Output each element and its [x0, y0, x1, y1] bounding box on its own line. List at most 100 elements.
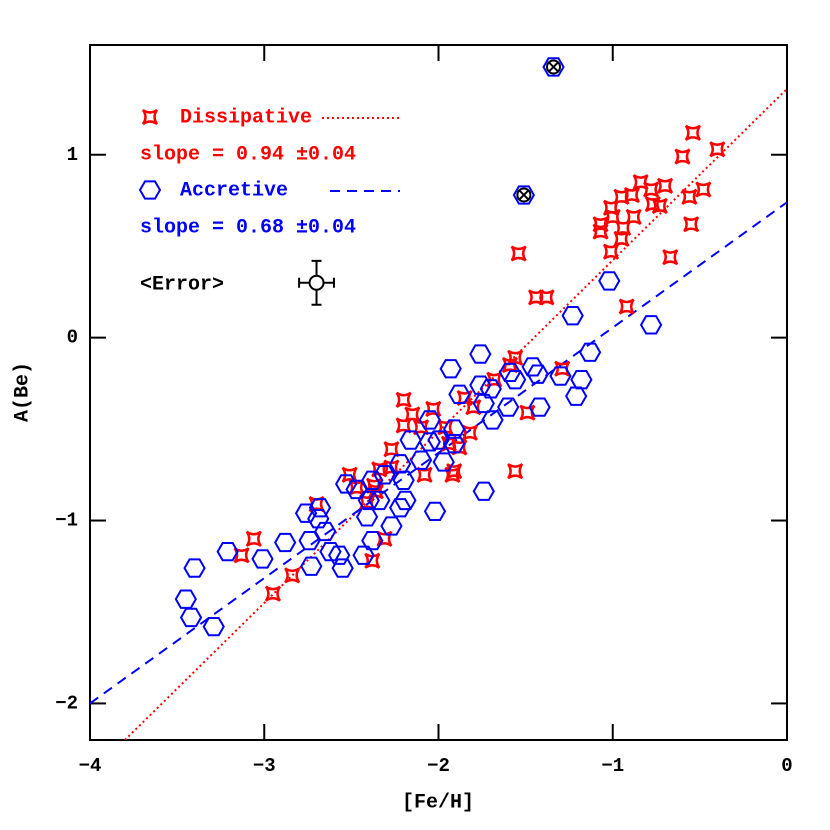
- hexagon-marker: [314, 521, 337, 542]
- star-marker: [245, 530, 262, 547]
- star-marker: [684, 124, 701, 141]
- hexagon-marker: [561, 306, 584, 326]
- error-point: [308, 274, 325, 291]
- star-marker: [233, 547, 250, 564]
- hexagon-marker: [174, 589, 197, 609]
- star-marker: [538, 289, 555, 306]
- hexagon-marker: [423, 501, 447, 522]
- hexagon-marker: [498, 362, 522, 383]
- highlight-cross: [547, 61, 560, 73]
- hexagon-marker: [469, 344, 492, 364]
- star-marker: [656, 177, 674, 194]
- star-marker: [528, 289, 545, 306]
- star-marker: [507, 463, 524, 480]
- hexagon-marker: [448, 384, 471, 404]
- hexagon-marker: [512, 185, 536, 205]
- hexagon-marker: [521, 357, 544, 377]
- star-marker: [461, 424, 478, 441]
- star-marker: [613, 188, 630, 205]
- hexagon-marker: [334, 474, 358, 494]
- y-tick-label: −2: [55, 692, 78, 714]
- hexagon-marker: [526, 364, 549, 384]
- hexagon-marker: [481, 410, 504, 430]
- hexagon-marker: [202, 616, 225, 637]
- star-marker: [413, 419, 430, 436]
- star-marker: [395, 417, 412, 434]
- y-tick-label: 0: [67, 327, 78, 349]
- hexagon-marker: [352, 545, 375, 565]
- hexagon-marker: [380, 516, 403, 536]
- star-marker: [592, 223, 609, 240]
- hexagon-marker: [328, 545, 351, 565]
- star-marker: [501, 357, 518, 374]
- hexagon-marker: [389, 498, 412, 518]
- star-marker: [141, 108, 159, 126]
- hexagon-marker: [319, 541, 342, 562]
- star-marker: [395, 391, 412, 408]
- star-marker: [625, 208, 642, 225]
- hexagon-marker: [251, 549, 274, 569]
- error-label: <Error>: [140, 273, 224, 296]
- hexagon-marker: [443, 434, 466, 454]
- star-marker: [643, 181, 660, 198]
- hexagon-marker: [418, 410, 441, 430]
- hexagon-marker: [472, 481, 495, 501]
- hexagon-marker: [432, 452, 455, 472]
- y-tick-label: 1: [67, 144, 78, 166]
- hexagon-marker: [497, 397, 520, 417]
- y-axis-label: A(Be): [11, 362, 34, 422]
- hexagon-marker: [549, 366, 572, 386]
- hexagon-marker: [598, 271, 621, 291]
- hexagon-marker: [216, 541, 239, 562]
- highlight-circle: [546, 59, 562, 75]
- hexagon-marker: [565, 386, 588, 406]
- hexagon-marker: [578, 342, 602, 362]
- slope-label: slope = 0.94 ±0.04: [140, 143, 356, 166]
- star-marker: [709, 141, 726, 158]
- hexagon-marker: [355, 507, 379, 527]
- hexagon-marker: [308, 498, 332, 518]
- star-marker: [662, 249, 679, 266]
- star-marker: [695, 181, 712, 198]
- hexagon-marker: [472, 393, 495, 414]
- hexagon-marker: [570, 370, 593, 390]
- star-marker: [446, 463, 463, 480]
- hexagon-marker: [307, 509, 330, 529]
- x-tick-label: 0: [781, 755, 792, 777]
- hexagon-marker: [300, 556, 323, 576]
- slope-label: slope = 0.68 ±0.04: [140, 216, 356, 239]
- hexagon-marker: [294, 503, 318, 523]
- hexagon-marker: [409, 450, 433, 470]
- star-marker: [465, 399, 482, 416]
- x-tick-label: −1: [601, 755, 624, 777]
- star-marker: [425, 400, 442, 418]
- hexagon-marker: [183, 558, 206, 578]
- star-marker: [284, 567, 301, 584]
- star-marker: [681, 188, 698, 205]
- x-tick-label: −4: [79, 755, 102, 777]
- x-tick-label: −3: [253, 755, 276, 777]
- star-marker: [683, 216, 700, 233]
- hexagon-marker: [361, 530, 384, 551]
- star-marker: [510, 245, 527, 262]
- hexagon-marker: [542, 57, 565, 77]
- x-tick-label: −2: [427, 755, 450, 777]
- hexagon-marker: [399, 430, 422, 450]
- legend-label: Dissipative: [180, 106, 312, 129]
- hexagon-marker: [639, 315, 663, 335]
- y-tick-label: −1: [55, 510, 78, 532]
- star-marker: [383, 459, 400, 476]
- hexagon-marker: [392, 470, 415, 490]
- x-axis-label: [Fe/H]: [402, 791, 474, 814]
- star-marker: [651, 197, 668, 215]
- star-marker: [618, 298, 635, 315]
- star-marker: [264, 585, 282, 602]
- star-marker: [674, 148, 691, 165]
- star-marker: [383, 441, 400, 458]
- hexagon-marker: [373, 465, 396, 485]
- hexagon-marker: [443, 419, 466, 439]
- hexagon-marker: [274, 532, 297, 553]
- legend-label: Accretive: [180, 179, 288, 202]
- hexagon-marker: [439, 359, 462, 379]
